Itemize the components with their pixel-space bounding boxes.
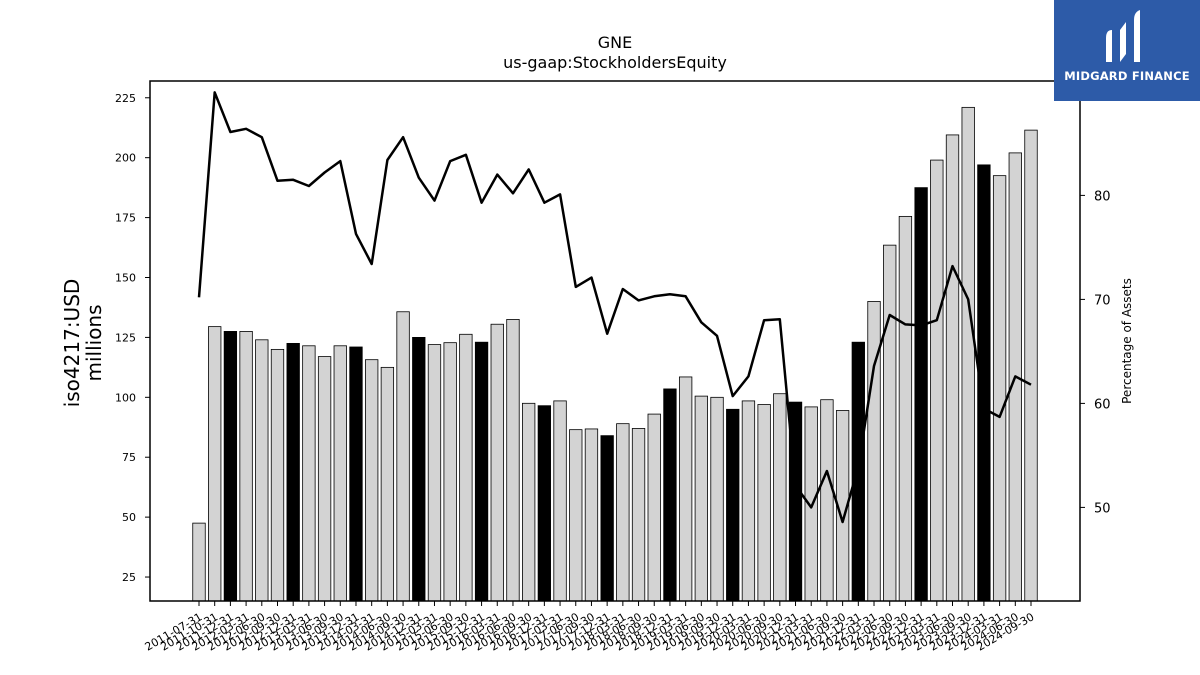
y-axis-label-line2: millions: [82, 304, 106, 381]
bar: [647, 413, 661, 602]
y-axis-label: iso4217:USD millions: [60, 279, 106, 408]
bar: [427, 344, 442, 602]
y-tick-label: 25: [122, 571, 136, 584]
bar: [1024, 129, 1038, 602]
right-axis: 5060708090: [1080, 85, 1111, 516]
bar: [522, 402, 536, 602]
bar: [380, 366, 395, 602]
bar: [553, 400, 567, 602]
bar: [396, 311, 410, 602]
y-tick-label: 175: [115, 212, 136, 225]
y-axis-label-line1: iso4217:USD: [60, 279, 84, 408]
bar: [992, 175, 1007, 602]
bar: [898, 215, 913, 602]
y2-tick-label: 60: [1094, 397, 1111, 412]
bar: [961, 106, 975, 602]
plot-frame: [149, 80, 1081, 602]
bar: [694, 395, 708, 602]
chart-subtitle: us-gaap:StockholdersEquity: [503, 53, 727, 72]
y2-axis-label: Percentage of Assets: [1120, 278, 1134, 404]
bar: [883, 244, 897, 602]
bar: [726, 408, 740, 602]
bar: [443, 342, 457, 602]
bar: [317, 356, 332, 602]
bar: [474, 341, 489, 602]
line-layer: [197, 91, 1032, 524]
midgard-finance-logo: MIDGARD FINANCE: [1054, 0, 1200, 101]
y2-tick-label: 50: [1094, 501, 1111, 516]
y-tick-label: 75: [122, 451, 136, 464]
bar: [255, 339, 269, 602]
bar: [270, 348, 285, 602]
bar: [757, 404, 771, 602]
bar: [584, 428, 599, 602]
bar: [710, 396, 724, 602]
y-tick-label: 50: [122, 511, 136, 524]
bar: [490, 323, 504, 602]
bar: [867, 301, 881, 602]
logo-mark-icon: [1106, 10, 1140, 62]
x-axis: 2011-07-312011-10-312011-12-312012-03-31…: [143, 601, 1037, 654]
chart-title: GNE: [598, 33, 632, 52]
bar: [459, 333, 473, 602]
bar: [773, 393, 787, 602]
bar: [569, 429, 583, 602]
bar: [506, 319, 520, 602]
bar: [678, 376, 693, 602]
logo-name: MIDGARD FINANCE: [1064, 69, 1190, 83]
bar: [286, 342, 300, 602]
bar: [349, 346, 363, 602]
bar: [820, 399, 834, 602]
bar: [537, 405, 552, 602]
bar: [302, 345, 316, 602]
bar: [412, 337, 426, 602]
bar: [663, 388, 677, 602]
percentage-line: [197, 91, 1032, 524]
y2-tick-label: 70: [1094, 293, 1111, 308]
left-axis: 25 50 75 100 125 150 175 200 225: [115, 92, 150, 584]
y-tick-label: 150: [115, 271, 136, 284]
bar: [741, 400, 756, 602]
bar: [851, 341, 865, 602]
bar: [333, 345, 347, 602]
bar: [208, 326, 222, 602]
bar: [239, 331, 253, 602]
y-tick-label: 125: [115, 331, 136, 344]
bar: [804, 406, 818, 602]
bar: [945, 134, 960, 602]
y-tick-label: 225: [115, 92, 136, 105]
y-tick-label: 100: [115, 391, 136, 404]
bar: [616, 423, 630, 602]
y2-tick-label: 80: [1094, 189, 1111, 204]
bar: [600, 435, 614, 602]
bars-layer: [192, 106, 1038, 602]
bar: [930, 159, 944, 602]
bar: [365, 359, 379, 602]
bar: [192, 522, 206, 602]
bar: [223, 331, 238, 602]
y-tick-label: 200: [115, 152, 136, 165]
bar: [631, 428, 646, 602]
bar: [914, 187, 928, 602]
